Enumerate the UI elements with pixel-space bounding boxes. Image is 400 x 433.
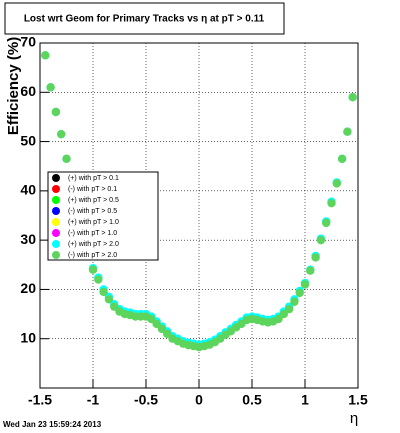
y-tick-label: 10 — [20, 329, 36, 345]
data-point — [284, 304, 294, 314]
data-point — [306, 266, 315, 275]
title-box — [4, 2, 285, 35]
data-point — [322, 218, 331, 228]
legend-label: (+) with pT > 2.0 — [68, 241, 119, 248]
data-point — [295, 288, 304, 298]
data-point — [62, 154, 71, 164]
data-point — [163, 329, 172, 338]
data-point — [46, 83, 55, 92]
x-tick-label: 0 — [195, 392, 203, 408]
legend-box — [47, 171, 159, 261]
legend-label: (-) with pT > 1.0 — [68, 230, 117, 237]
legend-marker — [52, 196, 60, 204]
data-point — [157, 324, 167, 334]
data-point — [51, 107, 61, 117]
x-tick-label: 0.5 — [242, 392, 262, 408]
x-tick-label: 1 — [301, 392, 309, 408]
legend-marker — [52, 174, 60, 182]
data-point — [311, 253, 320, 262]
data-point — [41, 51, 50, 60]
y-tick-label: 40 — [20, 182, 36, 198]
data-point — [300, 280, 310, 289]
data-point — [88, 265, 98, 274]
data-point — [152, 319, 161, 329]
data-point — [274, 314, 283, 324]
data-point — [94, 275, 103, 284]
data-point — [343, 127, 352, 136]
legend-label: (+) with pT > 0.1 — [68, 175, 119, 182]
y-tick-label: 70 — [20, 34, 36, 50]
data-point — [337, 154, 347, 164]
y-tick-label: 50 — [20, 132, 36, 148]
legend-label: (-) with pT > 0.5 — [68, 208, 117, 215]
legend-label: (-) with pT > 0.1 — [68, 186, 117, 193]
legend-marker — [52, 185, 60, 193]
y-tick-label: 60 — [20, 83, 36, 99]
data-point — [279, 309, 288, 319]
data-point — [147, 314, 156, 324]
data-point — [104, 295, 114, 304]
y-tick-label: 30 — [20, 231, 36, 247]
data-point — [57, 129, 66, 139]
legend-marker — [52, 207, 60, 215]
x-axis-label: η — [350, 410, 358, 427]
legend-marker — [52, 240, 60, 248]
x-tick-label: -1 — [87, 392, 100, 408]
x-tick-label: -1.5 — [28, 392, 52, 408]
data-point — [348, 93, 357, 102]
legend-label: (-) with pT > 2.0 — [68, 252, 117, 259]
y-axis-label: Efficiency (%) — [5, 37, 22, 135]
x-tick-label: 1.5 — [348, 392, 368, 408]
data-point — [290, 297, 299, 306]
legend-marker — [52, 251, 60, 259]
legend-marker — [52, 229, 60, 237]
timestamp: Wed Jan 23 15:59:24 2013 — [3, 420, 102, 429]
data-point — [316, 235, 326, 245]
data-point — [332, 179, 341, 188]
data-point — [99, 287, 108, 297]
data-point — [110, 302, 119, 311]
legend-label: (+) with pT > 0.5 — [68, 197, 119, 204]
legend-marker — [52, 218, 60, 226]
y-tick-label: 20 — [20, 280, 36, 296]
data-point — [327, 198, 336, 208]
x-tick-label: -0.5 — [134, 392, 158, 408]
legend-label: (+) with pT > 1.0 — [68, 219, 119, 226]
chart-title: Lost wrt Geom for Primary Tracks vs η at… — [24, 14, 265, 25]
